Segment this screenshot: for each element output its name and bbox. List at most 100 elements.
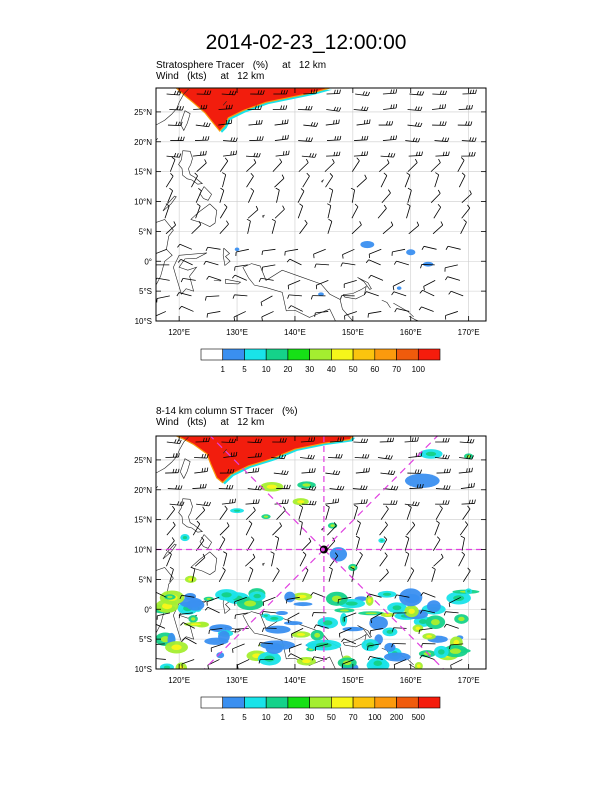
wind-barb <box>407 570 415 582</box>
coastline <box>342 285 367 300</box>
wind-barb-flag <box>280 90 283 95</box>
wind-barb <box>303 124 317 127</box>
tracer-blob-core <box>171 644 182 651</box>
wind-barb-flag <box>261 250 263 256</box>
wind-barb-flag <box>418 629 420 635</box>
wind-barb-flag <box>209 90 212 95</box>
wind-barb-flag <box>328 566 333 570</box>
tracer-blob <box>369 616 388 630</box>
tracer-blob-core <box>345 601 358 606</box>
wind-barb-flag <box>196 520 201 525</box>
wind-barb <box>261 311 274 318</box>
wind-barb-flag <box>308 437 310 442</box>
wind-barb <box>206 295 220 298</box>
wind-barb <box>275 537 280 551</box>
wind-barb-flag <box>229 90 232 95</box>
wind-barb <box>262 264 276 268</box>
wind-barb-flag <box>387 455 391 460</box>
wind-barb <box>329 555 339 567</box>
tracer-blob-core <box>373 660 383 666</box>
wind-barb-flag <box>176 292 180 297</box>
wind-barb-flag <box>310 137 313 142</box>
wind-barb-flag <box>282 135 284 140</box>
wind-barb-flag <box>231 498 234 504</box>
wind-barb-flag <box>339 89 341 94</box>
coastline <box>199 186 212 201</box>
wind-barb <box>394 659 407 665</box>
wind-barb <box>422 654 435 660</box>
wind-barb <box>223 553 228 567</box>
wind-barb <box>353 154 367 157</box>
wind-barb-flag <box>260 302 263 307</box>
wind-barb-flag <box>224 505 228 510</box>
wind-barb-flag <box>395 89 398 94</box>
wind-barb-flag <box>282 205 285 210</box>
wind-barb <box>447 276 461 281</box>
wind-barb <box>236 248 249 253</box>
wind-barb <box>392 248 406 253</box>
wind-barb-flag <box>180 622 184 626</box>
tracer-blob-core <box>467 589 471 593</box>
wind-barb-flag <box>261 316 263 321</box>
wind-barb <box>169 569 174 582</box>
wind-barb-flag <box>309 153 312 158</box>
wind-barb <box>223 154 237 157</box>
wind-barb-flag <box>464 521 469 525</box>
wind-barb <box>404 503 418 507</box>
wind-barb-flag <box>337 470 341 475</box>
wind-barb-flag <box>365 468 368 473</box>
wind-barb <box>205 260 219 266</box>
wind-barb-flag <box>472 439 475 444</box>
wind-barb-flag <box>253 152 256 157</box>
wind-barb-flag <box>469 137 472 142</box>
wind-barb <box>298 162 309 172</box>
wind-barb-flag <box>177 244 181 248</box>
wind-barb-flag <box>416 151 418 156</box>
wind-barb-flag <box>310 437 313 442</box>
wind-barb-flag <box>339 485 342 490</box>
tracer-blob <box>265 625 291 634</box>
wind-barb-flag <box>356 520 361 524</box>
wind-barb-flag <box>333 120 335 125</box>
wind-barb-flag <box>285 150 287 155</box>
wind-barb-flag <box>474 137 477 142</box>
wind-barb <box>182 278 196 281</box>
wind-barb-flag <box>206 467 209 472</box>
wind-barb-flag <box>182 637 186 641</box>
wind-barb <box>271 457 285 460</box>
wind-barb-flag <box>313 624 317 629</box>
wind-barb-flag <box>365 91 368 96</box>
wind-barb-flag <box>255 499 258 504</box>
wind-barb-flag <box>175 453 178 458</box>
colorbar-label: 1 <box>221 365 226 374</box>
wind-barb-flag <box>228 484 231 490</box>
wind-barb-flag <box>447 137 450 142</box>
wind-barb <box>232 643 245 650</box>
wind-barb-flag <box>205 150 207 155</box>
wind-barb-flag <box>359 221 362 226</box>
wind-barb-flag <box>250 536 255 540</box>
wind-barb-flag <box>281 470 284 475</box>
wind-barb <box>303 92 317 95</box>
tracer-blob-core <box>425 451 437 457</box>
wind-barb-flag <box>435 172 439 176</box>
wind-barb <box>407 124 421 128</box>
wind-barb-flag <box>172 521 176 526</box>
wind-barb <box>352 488 366 491</box>
wind-barb-flag <box>288 150 290 155</box>
wind-barb-flag <box>390 221 394 226</box>
wind-barb-flag <box>364 174 367 179</box>
colorbar-swatch <box>200 696 224 709</box>
wind-barb-flag <box>313 437 316 442</box>
wind-barb <box>313 656 327 660</box>
wind-barb-flag <box>179 91 182 96</box>
colorbar-swatch <box>352 696 376 709</box>
wind-barb-flag <box>169 187 173 192</box>
wind-barb-flag <box>260 105 262 110</box>
wind-barb-flag <box>336 107 339 112</box>
wind-barb-flag <box>406 203 411 207</box>
wind-barb-flag <box>393 104 395 109</box>
wind-barb <box>248 569 254 582</box>
wind-barb-flag <box>206 454 209 459</box>
wind-barb-flag <box>364 454 367 459</box>
